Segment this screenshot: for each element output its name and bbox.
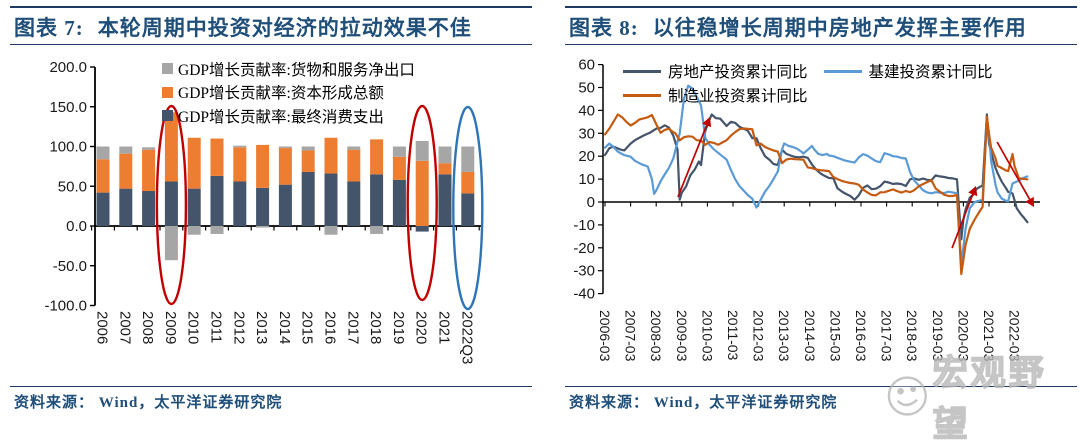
- watermark-text: 宏观野望: [932, 353, 1047, 444]
- svg-text:100.0: 100.0: [49, 139, 87, 156]
- svg-text:-20: -20: [573, 240, 595, 257]
- svg-text:2015: 2015: [299, 311, 316, 344]
- watermark: 宏观野望: [886, 345, 1080, 447]
- svg-text:2013-03: 2013-03: [776, 310, 792, 362]
- right-title-label: 图表 8:: [569, 16, 639, 40]
- svg-text:2022Q3: 2022Q3: [458, 311, 475, 364]
- svg-text:2009-03: 2009-03: [674, 310, 690, 362]
- svg-text:2022-03: 2022-03: [1007, 310, 1023, 362]
- svg-text:10: 10: [578, 171, 595, 188]
- svg-text:2015-03: 2015-03: [827, 310, 843, 362]
- svg-text:2010: 2010: [185, 311, 202, 344]
- left-source-text: 资料来源： Wind，太平洋证券研究院: [14, 395, 283, 411]
- right-source-text: 资料来源： Wind，太平洋证券研究院: [569, 395, 838, 411]
- svg-text:2019-03: 2019-03: [930, 310, 946, 362]
- right-footer-rule: [565, 386, 1077, 387]
- watermark-logo-icon: [887, 376, 927, 416]
- svg-text:2020: 2020: [413, 311, 430, 344]
- svg-text:-10: -10: [573, 217, 595, 234]
- left-title-label: 图表 7:: [14, 16, 84, 40]
- svg-text:2021: 2021: [436, 311, 453, 344]
- svg-text:60: 60: [578, 57, 595, 74]
- svg-text:2011-03: 2011-03: [725, 310, 741, 361]
- svg-text:2018-03: 2018-03: [904, 310, 920, 362]
- svg-text:20: 20: [578, 148, 595, 165]
- svg-text:2016: 2016: [322, 311, 339, 344]
- svg-text:50: 50: [578, 80, 595, 97]
- svg-text:2013: 2013: [253, 311, 270, 344]
- svg-text:-30: -30: [573, 263, 595, 280]
- svg-text:0.0: 0.0: [66, 218, 87, 235]
- svg-text:2007: 2007: [116, 311, 133, 344]
- svg-text:2012-03: 2012-03: [751, 310, 767, 362]
- left-footer-rule: [10, 386, 532, 387]
- svg-text:2021-03: 2021-03: [981, 310, 997, 362]
- svg-text:2016-03: 2016-03: [853, 310, 869, 362]
- svg-text:2006: 2006: [94, 311, 111, 344]
- svg-text:2011: 2011: [208, 311, 225, 343]
- svg-text:2017: 2017: [344, 311, 361, 344]
- svg-text:-100.0: -100.0: [44, 298, 87, 315]
- svg-text:30: 30: [578, 125, 595, 142]
- svg-text:2008: 2008: [139, 311, 156, 344]
- svg-text:2010-03: 2010-03: [699, 310, 715, 362]
- left-panel-title: 图表 7: 本轮周期中投资对经济的拉动效果不佳: [14, 12, 472, 42]
- svg-text:-40: -40: [573, 286, 595, 303]
- svg-text:2014: 2014: [276, 311, 293, 344]
- svg-text:2018: 2018: [367, 311, 384, 344]
- svg-text:-50.0: -50.0: [53, 258, 87, 275]
- svg-text:2006-03: 2006-03: [597, 310, 613, 362]
- left-title-text: 本轮周期中投资对经济的拉动效果不佳: [97, 16, 472, 40]
- svg-text:150.0: 150.0: [49, 99, 87, 116]
- svg-text:200.0: 200.0: [49, 59, 87, 76]
- svg-text:2020-03: 2020-03: [955, 310, 971, 362]
- svg-text:2014-03: 2014-03: [802, 310, 818, 362]
- left-chart-svg: 200.0 150.0 100.0 50.0 0.0 -50.0 -100.0 2006 200…: [44, 59, 484, 364]
- svg-text:2009: 2009: [162, 311, 179, 344]
- right-title-underline: [565, 44, 1077, 45]
- svg-text:50.0: 50.0: [58, 178, 87, 195]
- right-panel-title: 图表 8: 以往稳增长周期中房地产发挥主要作用: [569, 12, 1027, 42]
- svg-text:2017-03: 2017-03: [879, 310, 895, 362]
- left-title-underline: [10, 44, 532, 45]
- svg-text:2007-03: 2007-03: [623, 310, 639, 362]
- right-panel-top-rule: [565, 6, 1077, 8]
- svg-text:0: 0: [587, 194, 595, 211]
- svg-text:2008-03: 2008-03: [648, 310, 664, 362]
- svg-text:40: 40: [578, 102, 595, 119]
- right-title-text: 以往稳增长周期中房地产发挥主要作用: [652, 16, 1027, 40]
- svg-text:2019: 2019: [390, 311, 407, 344]
- svg-text:2012: 2012: [230, 311, 247, 344]
- left-panel-top-rule: [10, 6, 532, 8]
